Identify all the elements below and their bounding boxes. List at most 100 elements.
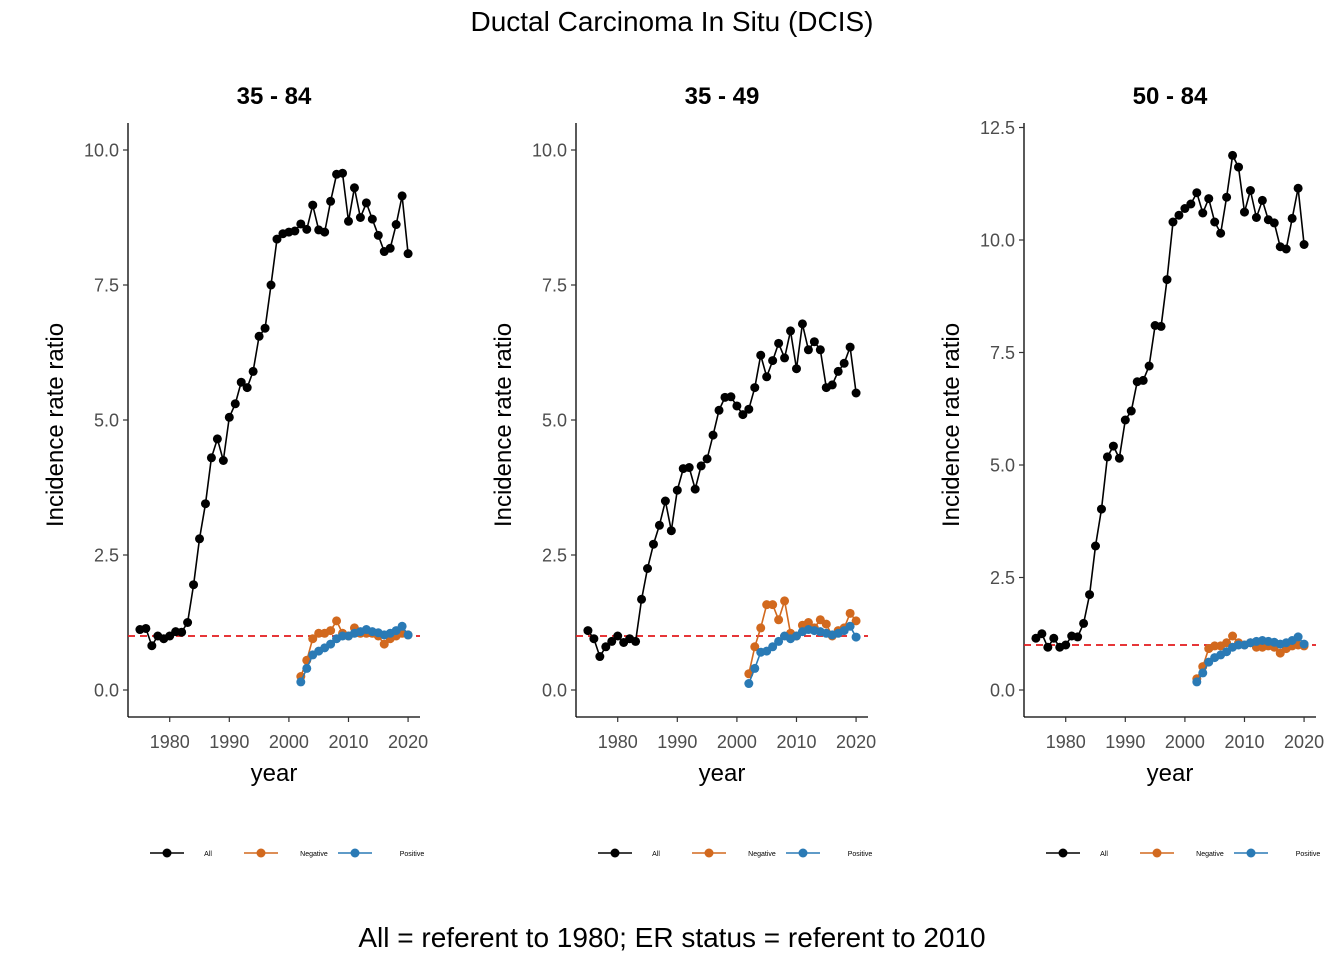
panel-2-y-tick-label: 2.5 xyxy=(542,546,567,566)
panel-3-series-all-point xyxy=(1168,217,1178,227)
panel-1-series-all-point xyxy=(189,580,199,590)
panel-3-series-positive-point xyxy=(1293,632,1303,642)
panel-3-legend-positive-key-point xyxy=(1246,848,1256,858)
panel-2-series-all-point xyxy=(648,539,658,549)
panel-3-series-all-point xyxy=(1287,213,1297,223)
panel-2-series-positive-point xyxy=(774,636,784,646)
panel-3-legend-positive-label: Positive xyxy=(1296,851,1321,858)
panel-2-series-all-point xyxy=(654,520,664,530)
panel-3-series-all-point xyxy=(1102,452,1112,462)
panel-1-y-tick-label: 10.0 xyxy=(84,141,119,161)
panel-3-series-all-point xyxy=(1204,194,1214,204)
panel-1-series-all-point xyxy=(224,412,234,422)
panel-2-series-all-point xyxy=(756,350,766,360)
panel-3-series-all-point xyxy=(1299,240,1309,249)
panel-3-legend-all-label: All xyxy=(1100,851,1108,858)
panel-1-series-all-point xyxy=(338,168,348,178)
panel-1-series-all-point xyxy=(391,220,401,230)
panel-3-series-all-point xyxy=(1293,183,1303,193)
panel-2-y-tick-label: 0.0 xyxy=(542,681,567,701)
panel-3-series-all-point xyxy=(1257,195,1267,205)
panel-1-title: 35 - 84 xyxy=(237,83,312,110)
panel-2-series-all-point xyxy=(762,372,772,382)
panel-2-series-negative-point xyxy=(750,642,760,652)
panel-2-series-all-point xyxy=(696,461,706,471)
panel-3-legend-negative-key-point xyxy=(1152,848,1162,858)
panel-2-series-negative-point xyxy=(851,616,861,626)
panel-3-x-tick-label: 1980 xyxy=(1046,732,1086,752)
panel-3-series-all-point xyxy=(1043,642,1053,652)
panel-2-series-all-point xyxy=(744,404,754,414)
panel-2-y-tick-label: 10.0 xyxy=(532,141,567,161)
panel-3-series-all-point xyxy=(1126,406,1136,416)
panel-2-series-positive-point xyxy=(750,663,760,673)
panel-3-series-all-point xyxy=(1138,375,1148,385)
panel-2-series-negative-point xyxy=(803,618,813,627)
panel-1-series-all-point xyxy=(230,399,240,409)
panel-3-series-all-point xyxy=(1210,217,1220,227)
panel-1-series-positive-point xyxy=(397,621,407,631)
panel-3-series-all-point xyxy=(1222,192,1232,202)
panel-3-series-all-point xyxy=(1216,228,1226,238)
panel-2-series-all-point xyxy=(613,631,623,641)
panel-1-series-all-point xyxy=(373,230,383,240)
panel-2-series-positive-point xyxy=(845,621,855,631)
panel-1-series-all-point xyxy=(302,224,312,234)
panel-1-series-all-point xyxy=(212,434,222,444)
panel-2-series-all-point xyxy=(643,564,653,573)
panel-2-series-all-point xyxy=(851,388,861,398)
panel-3-series-all-point xyxy=(1079,618,1089,628)
panel-3-y-tick-label: 12.5 xyxy=(980,118,1015,138)
panel-2-series-all-point xyxy=(666,526,676,536)
panel-3-series-all-point xyxy=(1096,504,1106,514)
panel-1-series-positive-point xyxy=(403,630,413,640)
panel-3-series-all-point xyxy=(1192,188,1202,198)
panel-1-legend-all-key-point xyxy=(162,848,172,858)
panel-3-series-all-point xyxy=(1114,453,1124,463)
panel-3-y-tick-label: 2.5 xyxy=(990,568,1015,588)
panel-1-series-all-point xyxy=(147,641,157,651)
panel-3-series-all-point xyxy=(1091,541,1101,551)
panel-3-title: 50 - 84 xyxy=(1133,83,1208,110)
panel-3-series-all-point xyxy=(1198,208,1208,218)
panel-2-series-all-point xyxy=(815,345,825,355)
panel-3-series-all-point xyxy=(1162,275,1172,285)
panel-1-series-all-point xyxy=(260,323,270,333)
panel-3-series-all-point xyxy=(1239,207,1249,217)
panel-1-series-all-point xyxy=(183,618,193,627)
panel-3-legend-negative-label: Negative xyxy=(1196,851,1224,858)
panel-1-series-all-line xyxy=(139,172,409,648)
panel-2-series-all-point xyxy=(732,401,742,411)
panel-2-x-tick-label: 2010 xyxy=(776,732,816,752)
panel-1-series-all-point xyxy=(349,183,359,193)
panel-2-legend-all-label: All xyxy=(652,851,660,858)
panel-2-series-all-point xyxy=(797,319,807,329)
panel-2-legend-positive-key-point xyxy=(798,848,808,858)
panel-1-series-positive-point xyxy=(296,677,306,687)
panel-3-legend-all-key-point xyxy=(1058,848,1068,858)
panel-2-legend-positive-label: Positive xyxy=(848,851,873,858)
panel-2-legend-negative-label: Negative xyxy=(748,851,776,858)
panel-3-series-all-point xyxy=(1061,640,1071,650)
panel-1-legend-positive-label: Positive xyxy=(400,851,425,858)
panel-3-y-tick-label: 5.0 xyxy=(990,456,1015,476)
panel-2-series-negative-point xyxy=(768,600,778,610)
panel-2-series-all-point xyxy=(786,326,796,336)
panel-2-series-all-point xyxy=(791,364,801,374)
panel-1-y-tick-label: 0.0 xyxy=(94,681,119,701)
panel-2-series-all-point xyxy=(607,636,617,646)
panel-1-series-all-point xyxy=(254,331,264,341)
panel-2-series-all-line xyxy=(587,323,857,659)
panel-2-series-all-point xyxy=(690,484,700,494)
panel-1-legend-all-label: All xyxy=(204,851,212,858)
panel-2-series-all-point xyxy=(631,636,641,646)
panel-1-series-all-point xyxy=(403,249,413,259)
panel-1-series-all-point xyxy=(206,453,216,463)
panel-2-y-tick-label: 5.0 xyxy=(542,411,567,431)
panel-2-series-negative-point xyxy=(780,596,790,606)
panel-1-series-negative-point xyxy=(308,634,318,644)
panel-1-series-all-point xyxy=(343,216,353,226)
panel-2-x-tick-label: 1990 xyxy=(657,732,697,752)
panel-3-series-positive-point xyxy=(1299,639,1309,649)
panel-3-y-axis-label: Incidence rate ratio xyxy=(938,323,965,527)
